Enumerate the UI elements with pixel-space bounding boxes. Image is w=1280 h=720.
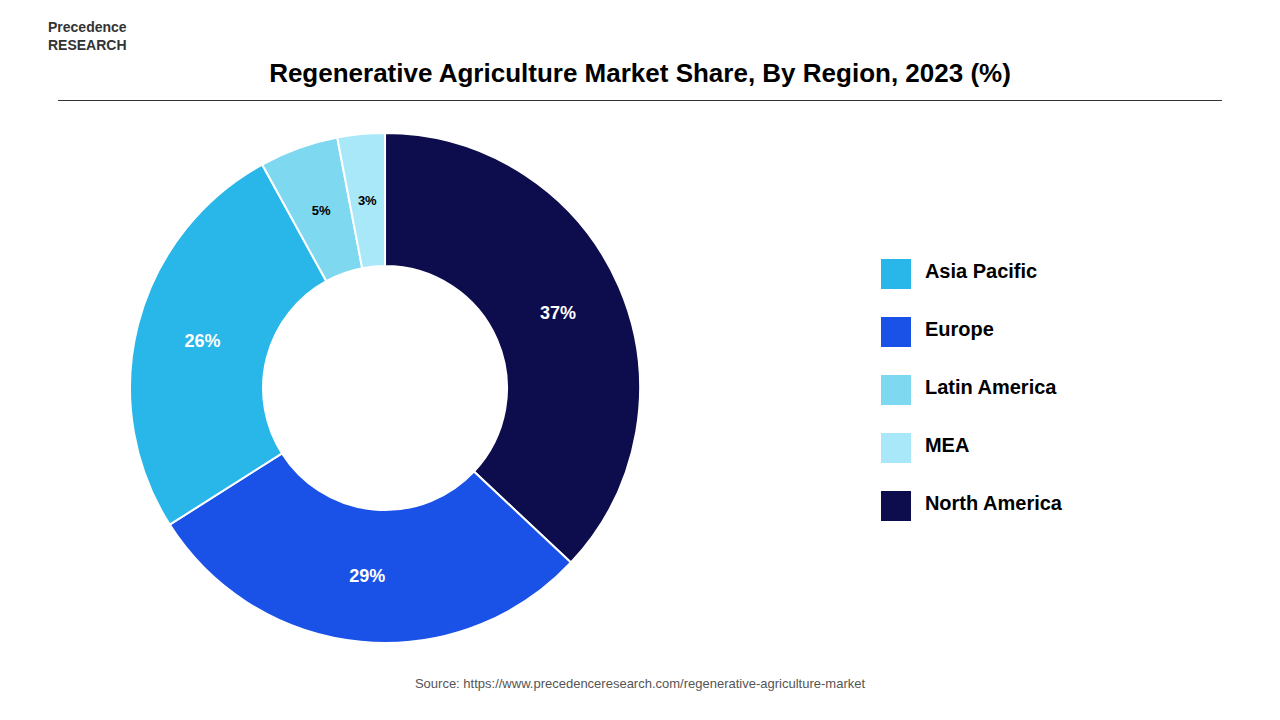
html-text:Regenerative Agriculture Marke: Regenerative Agriculture Market Share, B… [269,58,1011,88]
svg-text:26%: 26% [184,331,220,351]
html-text:Europe: Europe [924,318,994,340]
svg-text:37%: 37% [540,303,576,323]
svg-text:29%: 29% [349,566,385,586]
html-text:RESEARCH: RESEARCH [48,37,127,54]
html-text:Source: https://www.precedence: Source: https://www.precedenceresearch.c… [414,676,866,691]
html-text:Asia Pacific: Asia Pacific [924,260,1038,282]
html-text:North America: North America [924,492,1062,514]
html-text:Latin America: Latin America [924,376,1057,398]
svg-text:5%: 5% [312,203,331,218]
html-text:Precedence: Precedence [48,19,127,35]
html-text:MEA: MEA [924,434,970,456]
svg-text:3%: 3% [358,193,377,208]
